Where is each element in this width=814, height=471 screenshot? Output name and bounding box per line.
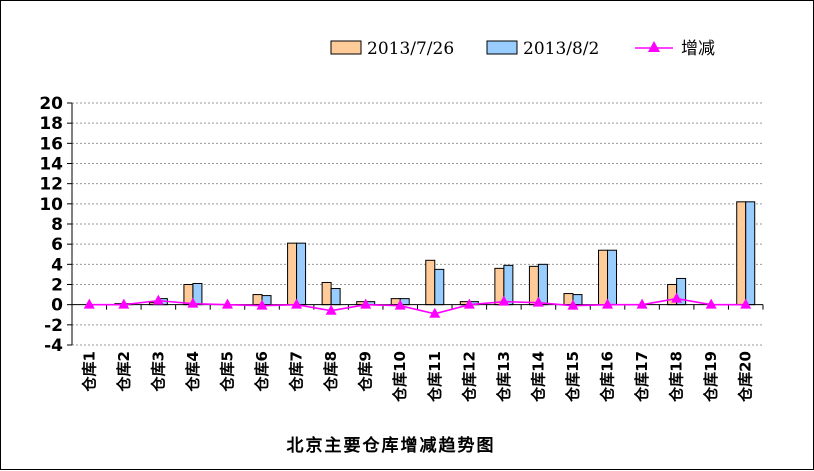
bar-series1 xyxy=(287,242,298,306)
bar-series1 xyxy=(425,259,436,306)
change-point xyxy=(256,299,268,310)
bar-series1 xyxy=(598,249,609,306)
x-tick-label: 仓库18 xyxy=(668,351,686,403)
x-tick-label: 仓库3 xyxy=(149,351,167,392)
x-tick-label: 仓库2 xyxy=(115,351,133,392)
y-tick-label: -2 xyxy=(44,316,63,336)
chart-title: 北京主要仓库增减趋势图 xyxy=(287,435,496,456)
x-tick-label: 仓库17 xyxy=(633,351,651,403)
y-tick-label: -4 xyxy=(44,336,63,356)
x-tick-label: 仓库8 xyxy=(322,351,340,392)
change-point xyxy=(325,304,337,315)
x-tick-label: 仓库5 xyxy=(218,351,236,392)
bar-series1 xyxy=(321,281,332,306)
legend-label-3: 增减 xyxy=(681,39,715,59)
x-tick-label: 仓库6 xyxy=(253,351,271,392)
legend-swatch-2 xyxy=(486,40,518,55)
change-point xyxy=(705,298,717,309)
x-tick-label: 仓库20 xyxy=(737,351,755,403)
change-point xyxy=(187,297,199,308)
y-tick-label: 12 xyxy=(39,175,63,195)
legend: 2013/7/26 2013/8/2 增减 xyxy=(330,39,715,59)
x-tick-label: 仓库9 xyxy=(357,351,375,392)
change-point xyxy=(532,296,544,307)
change-point xyxy=(567,299,579,310)
bar-series2 xyxy=(607,249,618,306)
bars xyxy=(114,201,756,306)
x-tick-label: 仓库10 xyxy=(391,351,409,403)
x-tick-label: 仓库15 xyxy=(564,351,582,403)
x-tick-label: 仓库11 xyxy=(426,351,444,403)
axes xyxy=(71,103,764,345)
y-tick-label: 0 xyxy=(51,296,63,316)
bar-series1 xyxy=(736,201,747,306)
change-series-line xyxy=(89,297,746,315)
y-tick-label: 18 xyxy=(39,114,63,134)
y-tick-label: 16 xyxy=(39,134,63,154)
change-point xyxy=(740,298,752,309)
change-line xyxy=(83,292,752,318)
change-point xyxy=(498,295,510,306)
bar-series2 xyxy=(434,268,445,306)
y-tick-label: 4 xyxy=(51,255,63,275)
x-tick-label: 仓库7 xyxy=(288,351,306,392)
y-tick-label: 14 xyxy=(39,155,63,175)
x-tick-label: 仓库19 xyxy=(702,351,720,403)
change-point xyxy=(429,307,441,318)
legend-marker xyxy=(648,41,660,52)
change-point xyxy=(221,298,233,309)
legend-label-2: 2013/8/2 xyxy=(523,39,599,59)
change-point xyxy=(463,298,475,309)
x-tick-label: 仓库4 xyxy=(184,351,202,392)
legend-swatch-1 xyxy=(330,40,362,55)
y-tick-label: 10 xyxy=(39,195,63,215)
x-tick-label: 仓库16 xyxy=(599,351,617,403)
legend-label-1: 2013/7/26 xyxy=(367,39,454,59)
bar-series2 xyxy=(745,201,756,306)
x-tick-label: 仓库14 xyxy=(529,351,547,403)
bar-series2 xyxy=(537,263,548,306)
gridlines xyxy=(67,102,763,346)
change-point xyxy=(636,298,648,309)
x-tick-label: 仓库13 xyxy=(495,351,513,403)
change-point xyxy=(152,294,164,305)
bar-series2 xyxy=(296,242,307,306)
y-tick-label: 8 xyxy=(51,215,63,235)
change-point xyxy=(602,298,614,309)
change-point xyxy=(83,298,95,309)
x-tick-label: 仓库1 xyxy=(80,351,98,392)
y-tick-label: 2 xyxy=(51,276,63,296)
change-point xyxy=(394,299,406,310)
change-point xyxy=(118,298,130,309)
x-tick-label: 仓库12 xyxy=(460,351,478,403)
bar-series1 xyxy=(528,265,539,306)
y-tick-label: 20 xyxy=(39,94,63,114)
change-point xyxy=(671,292,683,303)
bar-series2 xyxy=(330,288,341,306)
y-tick-label: 6 xyxy=(51,235,63,255)
change-point xyxy=(360,298,372,309)
change-point xyxy=(291,298,303,309)
x-tick-labels: 仓库1 仓库2 仓库3 仓库4 仓库5 仓库6 仓库7 仓库8 仓库9 仓库10 仓库11 仓库12 仓… xyxy=(80,351,754,403)
